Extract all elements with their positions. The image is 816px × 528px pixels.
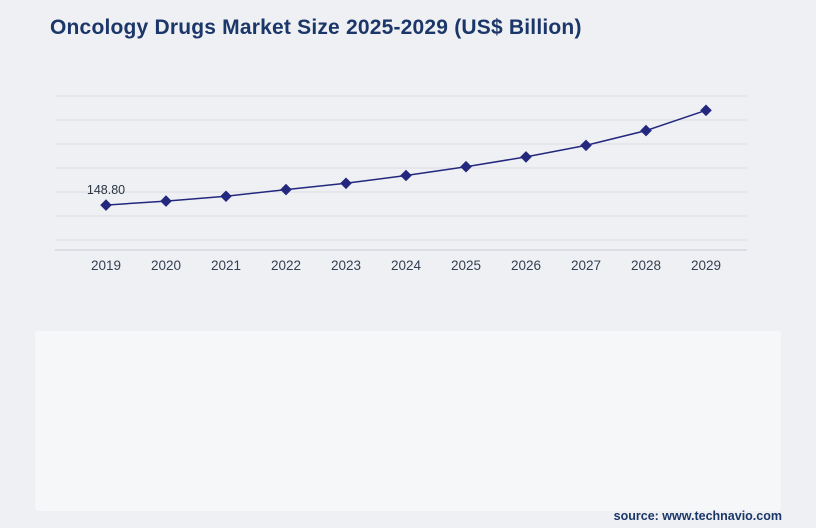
svg-text:2029: 2029 bbox=[691, 258, 721, 273]
page-title: Oncology Drugs Market Size 2025-2029 (US… bbox=[50, 16, 582, 39]
svg-text:2020: 2020 bbox=[151, 258, 181, 273]
svg-text:2023: 2023 bbox=[331, 258, 361, 273]
svg-text:2022: 2022 bbox=[271, 258, 301, 273]
svg-text:2028: 2028 bbox=[631, 258, 661, 273]
stats-panel: 11.8% 2025 Year-over-Year ACCELERATING G… bbox=[35, 331, 781, 511]
svg-text:2027: 2027 bbox=[571, 258, 601, 273]
svg-text:2021: 2021 bbox=[211, 258, 241, 273]
svg-text:2019: 2019 bbox=[91, 258, 121, 273]
market-size-line-chart: 2019 2020 2021 2022 2023 2024 2025 2026 2027 2028… bbox=[55, 95, 747, 273]
svg-text:2024: 2024 bbox=[391, 258, 422, 273]
svg-text:148.80: 148.80 bbox=[87, 183, 125, 197]
svg-text:2026: 2026 bbox=[511, 258, 541, 273]
svg-text:2025: 2025 bbox=[451, 258, 481, 273]
source-note: source: www.technavio.com bbox=[613, 509, 782, 523]
